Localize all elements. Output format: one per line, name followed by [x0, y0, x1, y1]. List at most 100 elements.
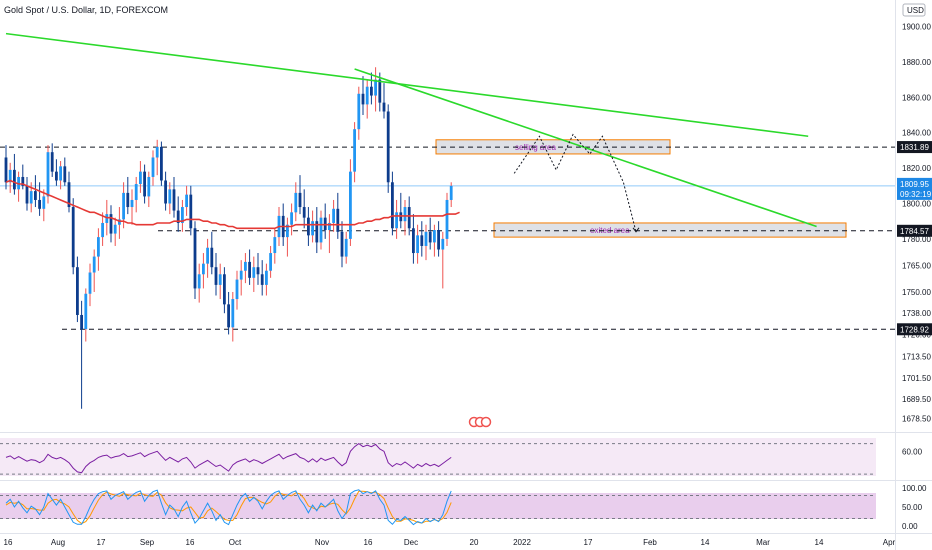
candle-body[interactable]: [55, 171, 58, 181]
candle-body[interactable]: [113, 224, 117, 234]
candle-body[interactable]: [50, 152, 54, 172]
event-flags[interactable]: [468, 416, 492, 428]
candle-body[interactable]: [424, 231, 428, 246]
time-axis[interactable]: 16 Aug 17 Sep 16 Oct Nov 16 Dec 20 2022 17 Feb 14 Mar 1…: [4, 538, 896, 547]
candle-body[interactable]: [25, 185, 29, 204]
candle-body[interactable]: [256, 267, 260, 275]
candle-body[interactable]: [223, 274, 226, 305]
candle-body[interactable]: [206, 247, 209, 264]
candle-body[interactable]: [147, 176, 151, 197]
candle-body[interactable]: [323, 217, 327, 231]
candle-body[interactable]: [395, 212, 398, 229]
candle-body[interactable]: [265, 270, 268, 285]
candle-body[interactable]: [445, 199, 449, 239]
candle-body[interactable]: [332, 208, 335, 223]
candle-body[interactable]: [311, 221, 314, 236]
candle-body[interactable]: [160, 146, 163, 181]
candle-body[interactable]: [122, 192, 125, 220]
candle-body[interactable]: [88, 272, 92, 294]
candle-body[interactable]: [416, 235, 419, 254]
rsi-line[interactable]: [5, 442, 452, 474]
candle-body[interactable]: [29, 191, 33, 204]
candle-body[interactable]: [202, 263, 205, 275]
candle-body[interactable]: [428, 231, 432, 243]
candle-body[interactable]: [407, 207, 411, 229]
candle-body[interactable]: [13, 169, 16, 190]
candle-body[interactable]: [176, 210, 180, 223]
candle-body[interactable]: [298, 192, 302, 208]
candle-body[interactable]: [42, 196, 46, 209]
candle-body[interactable]: [71, 207, 75, 268]
candle-body[interactable]: [307, 217, 310, 236]
candle-body[interactable]: [449, 185, 453, 200]
candle-body[interactable]: [386, 111, 390, 183]
candle-body[interactable]: [8, 169, 12, 183]
candle-body[interactable]: [164, 180, 167, 204]
candle-body[interactable]: [63, 166, 67, 183]
candle-body[interactable]: [218, 274, 222, 285]
candle-body[interactable]: [97, 237, 100, 257]
candle-body[interactable]: [319, 217, 323, 243]
candle-body[interactable]: [92, 256, 96, 273]
trendline-1[interactable]: [354, 68, 817, 228]
candle-body[interactable]: [134, 184, 138, 200]
candle-body[interactable]: [76, 267, 79, 315]
candle-body[interactable]: [269, 253, 272, 271]
stoch-k-line[interactable]: [5, 489, 452, 526]
candle-body[interactable]: [118, 219, 121, 225]
candle-body[interactable]: [168, 189, 172, 204]
candle-body[interactable]: [391, 182, 394, 229]
zone-rect-1[interactable]: [493, 222, 847, 238]
candle-body[interactable]: [4, 157, 8, 183]
candle-body[interactable]: [235, 279, 239, 300]
candle-body[interactable]: [34, 191, 37, 200]
candle-body[interactable]: [151, 157, 155, 177]
candle-body[interactable]: [370, 86, 373, 96]
candle-body[interactable]: [336, 208, 340, 232]
candle-body[interactable]: [189, 194, 193, 229]
candle-body[interactable]: [109, 214, 113, 234]
candle-body[interactable]: [290, 212, 293, 225]
candle-body[interactable]: [294, 192, 298, 213]
candle-body[interactable]: [361, 93, 365, 105]
candle-body[interactable]: [101, 222, 104, 238]
candle-body[interactable]: [248, 261, 251, 278]
candle-body[interactable]: [441, 238, 445, 250]
candle-body[interactable]: [403, 207, 407, 222]
candle-body[interactable]: [340, 231, 344, 257]
candle-body[interactable]: [126, 192, 130, 208]
candle-body[interactable]: [315, 221, 319, 243]
candle-body[interactable]: [172, 189, 176, 211]
candle-body[interactable]: [420, 235, 424, 246]
candle-body[interactable]: [139, 171, 142, 185]
moving-average-line[interactable]: [5, 179, 460, 230]
price-axis[interactable]: 1900.00 1880.00 1860.00 1840.00 1820.00 1800.…: [902, 23, 931, 532]
candle-body[interactable]: [399, 212, 403, 222]
candle-body[interactable]: [227, 304, 230, 328]
candle-body[interactable]: [21, 176, 25, 186]
candle-body[interactable]: [365, 86, 369, 105]
trendline-0[interactable]: [5, 32, 809, 138]
candle-body[interactable]: [252, 267, 256, 278]
candle-body[interactable]: [302, 207, 306, 218]
candle-body[interactable]: [84, 293, 88, 330]
candle-body[interactable]: [130, 199, 134, 208]
candle-body[interactable]: [143, 171, 146, 197]
candle-body[interactable]: [273, 237, 277, 254]
candle-body[interactable]: [193, 228, 197, 289]
candle-body[interactable]: [46, 152, 50, 197]
candle-body[interactable]: [38, 199, 41, 209]
candle-body[interactable]: [214, 267, 218, 285]
candle-body[interactable]: [286, 224, 289, 238]
candle-body[interactable]: [378, 79, 382, 103]
candle-body[interactable]: [239, 270, 243, 280]
candle-body[interactable]: [59, 166, 62, 181]
candle-body[interactable]: [260, 274, 264, 285]
candle-body[interactable]: [210, 247, 214, 268]
candle-body[interactable]: [353, 129, 356, 172]
candle-body[interactable]: [197, 274, 201, 289]
currency-box[interactable]: [902, 3, 926, 17]
candle-body[interactable]: [357, 93, 361, 130]
